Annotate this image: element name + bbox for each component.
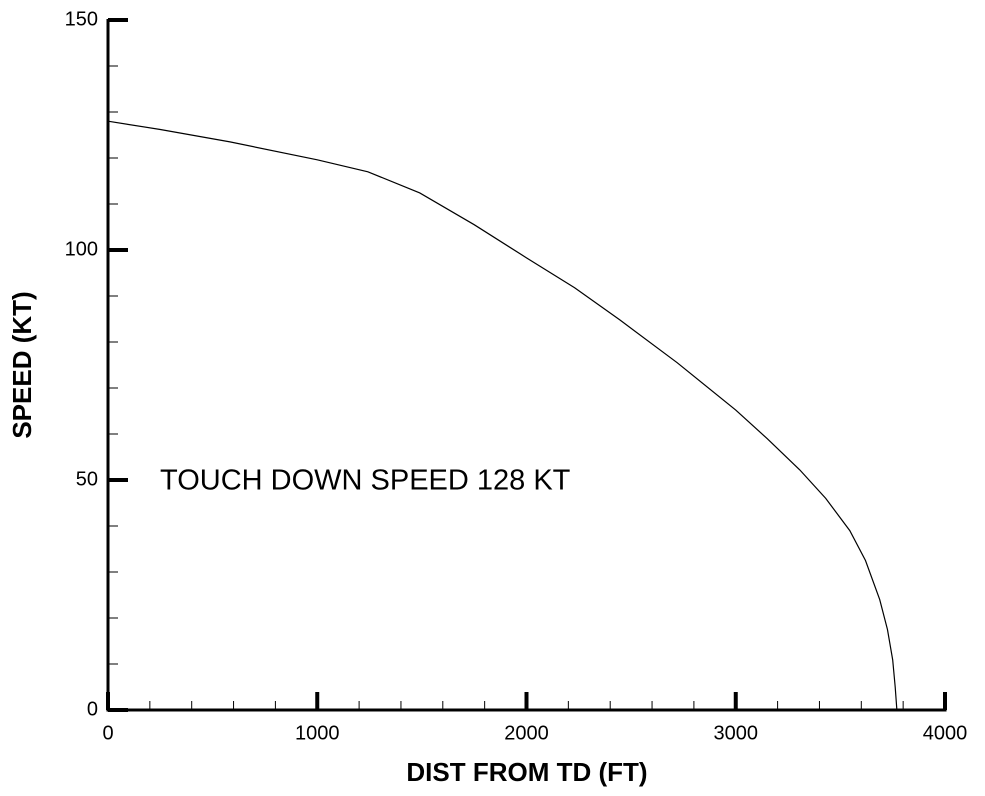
x-tick-label: 4000: [923, 722, 968, 744]
x-tick-label: 3000: [714, 722, 759, 744]
y-tick-label: 50: [76, 468, 98, 490]
x-tick-label: 1000: [295, 722, 340, 744]
x-tick-label: 2000: [504, 722, 549, 744]
x-tick-label: 0: [102, 722, 113, 744]
y-tick-label: 150: [65, 8, 98, 30]
y-tick-label: 100: [65, 238, 98, 260]
y-axis-title: SPEED (KT): [7, 291, 37, 438]
data-line: [107, 120, 898, 711]
y-tick-label: 0: [87, 698, 98, 720]
x-axis-title: DIST FROM TD (FT): [406, 757, 647, 787]
annotation: TOUCH DOWN SPEED 128 KT: [160, 465, 571, 497]
